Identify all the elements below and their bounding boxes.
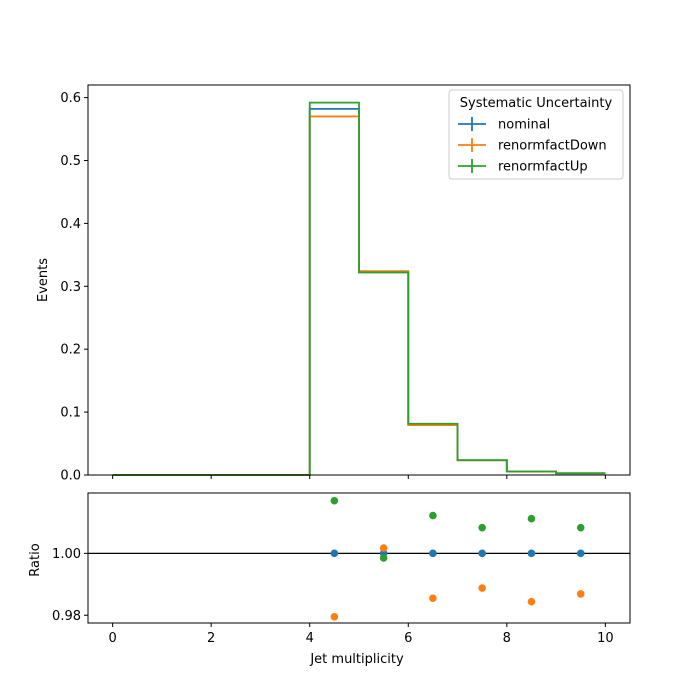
ratio-point-renormfactUp (429, 511, 437, 520)
ratio-point-nominal (527, 549, 536, 558)
top-x-axis (112, 475, 606, 479)
bottom-y-tick-label: 1.00 (52, 547, 81, 562)
legend-label-renormfactUp: renormfactUp (498, 160, 588, 175)
legend-title: Systematic Uncertainty (460, 96, 613, 111)
bottom-y-axis-label: Ratio (28, 543, 43, 576)
top-y-axis-label: Events (36, 258, 51, 302)
bottom-y-axis: 0.98 1.00 (52, 547, 88, 624)
ratio-point-nominal (478, 549, 486, 558)
legend-label-renormfactDown: renormfactDown (498, 139, 607, 154)
top-y-tick-label: 0.6 (60, 91, 81, 106)
bottom-x-tick-label: 2 (207, 631, 215, 646)
top-y-tick-label: 0.2 (60, 343, 81, 358)
ratio-point-renormfactDown (429, 594, 437, 603)
bottom-panel-frame (87, 492, 631, 624)
ratio-point-renormfactDown (379, 544, 388, 552)
ratio-point-renormfactDown (478, 584, 486, 592)
ratio-point-renormfactUp (527, 514, 536, 523)
top-panel: 0.0 0.1 0.2 0.3 0.4 0.5 0.6 Events Systematic … (36, 84, 631, 484)
ratio-point-nominal (429, 549, 437, 558)
ratio-point-renormfactDown (527, 597, 536, 606)
ratio-point-renormfactUp (379, 554, 388, 562)
bottom-x-tick-label: 6 (404, 631, 412, 646)
ratio-point-renormfactUp (576, 523, 585, 532)
ratio-point-nominal (576, 549, 585, 558)
bottom-x-tick-label: 4 (306, 631, 314, 646)
legend-entries: nominal renormfactDown renormfactUp (458, 117, 607, 175)
top-y-tick-label: 0.3 (60, 280, 81, 295)
top-y-axis: 0.0 0.1 0.2 0.3 0.4 0.5 0.6 (60, 91, 88, 484)
legend: Systematic Uncertainty nominal renormfact… (448, 89, 624, 180)
legend-box (448, 89, 624, 180)
bottom-x-axis: 0 2 4 6 8 10 (108, 623, 614, 646)
ratio-point-renormfactDown (330, 613, 339, 621)
top-y-tick-label: 0.4 (60, 217, 81, 232)
bottom-panel: 0.98 1.00 0 2 4 6 8 10 Ratio Jet multiplicity (28, 492, 631, 667)
bottom-x-tick-label: 0 (108, 631, 116, 646)
top-panel-frame (87, 84, 631, 476)
bottom-x-tick-label: 10 (597, 631, 614, 646)
top-y-tick-label: 0.5 (60, 154, 81, 169)
legend-label-nominal: nominal (498, 118, 550, 133)
bottom-plot-area (88, 496, 630, 621)
bottom-x-tick-label: 8 (503, 631, 511, 646)
x-axis-label: Jet multiplicity (309, 652, 404, 667)
ratio-point-renormfactDown (576, 590, 585, 598)
top-y-tick-label: 0.0 (60, 469, 81, 484)
top-y-tick-label: 0.1 (60, 406, 81, 421)
ratio-point-renormfactUp (478, 523, 486, 532)
ratio-point-nominal (330, 549, 339, 558)
bottom-y-tick-label: 0.98 (52, 609, 81, 624)
ratio-point-renormfactUp (330, 496, 339, 505)
